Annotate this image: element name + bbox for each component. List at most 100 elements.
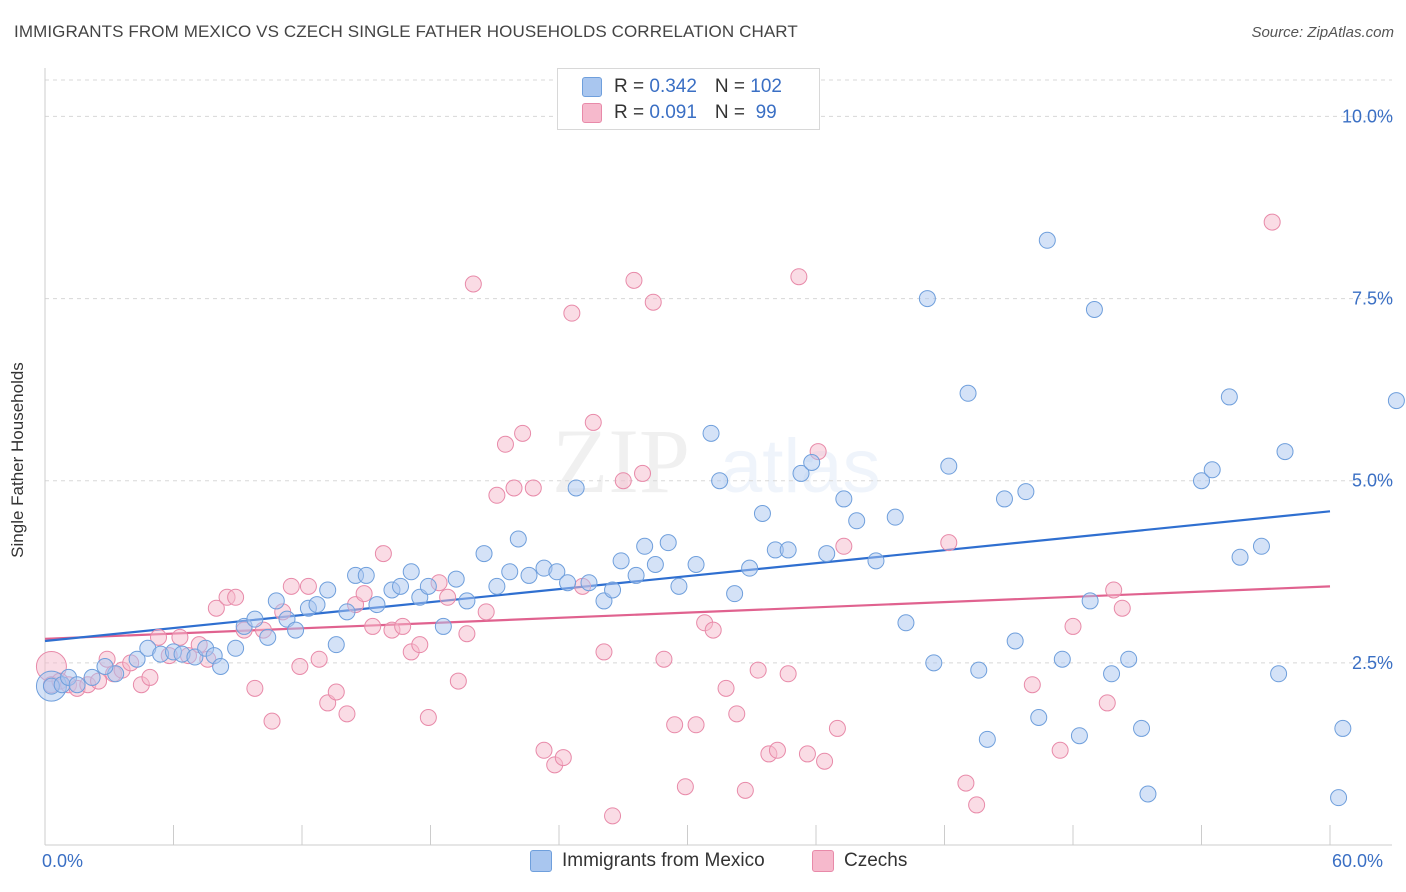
mexico-point	[1139, 785, 1157, 803]
x-tick-label-max: 60.0%	[1332, 851, 1384, 871]
y-tick-label: 5.0%	[1352, 471, 1393, 491]
mexico-point	[753, 505, 771, 522]
mexico-point	[402, 563, 420, 581]
czech-point	[496, 435, 514, 453]
czech-point	[1105, 581, 1123, 599]
czech-point	[728, 705, 746, 723]
r-value: 0.091	[649, 102, 697, 123]
czech-point	[141, 668, 159, 686]
blue-swatch	[530, 850, 552, 872]
czech-point	[439, 588, 457, 606]
r-label: R =	[614, 102, 650, 123]
czech-point	[634, 464, 652, 482]
czech-point	[419, 709, 437, 726]
mexico-point	[338, 603, 356, 621]
czech-point	[207, 599, 225, 617]
y-tick-labels: 2.5% 5.0% 7.5% 10.0%	[1342, 106, 1393, 672]
czech-point	[477, 603, 495, 621]
czech-point	[449, 672, 467, 690]
mexico-point	[959, 384, 977, 402]
mexico-point	[1276, 443, 1294, 461]
mexico-point	[1387, 392, 1405, 410]
r-label: R =	[614, 76, 650, 97]
mexico-point	[68, 676, 86, 694]
mexico-point	[548, 563, 566, 581]
mexico-point	[212, 658, 230, 675]
mexico-point	[995, 490, 1013, 508]
mexico-point	[1120, 650, 1138, 668]
mexico-point	[1081, 592, 1099, 610]
mexico-point	[368, 596, 386, 614]
mexico-point	[741, 559, 759, 577]
mexico-point	[636, 537, 654, 555]
czech-point	[327, 683, 345, 701]
mexico-point	[779, 541, 797, 559]
czech-point	[790, 268, 808, 286]
czech-point	[355, 585, 373, 603]
czech-point	[1263, 213, 1281, 231]
n-value: 102	[750, 76, 782, 97]
mexico-point	[319, 581, 337, 599]
points-immigrants-from-mexico	[35, 231, 1405, 807]
czech-point	[704, 621, 722, 639]
mexico-point	[488, 577, 506, 595]
czech-point	[940, 534, 958, 552]
czech-point	[394, 617, 412, 635]
czech-point	[291, 658, 309, 675]
czech-point	[655, 650, 673, 668]
mexico-point	[687, 556, 705, 573]
mexico-point	[867, 552, 885, 570]
mexico-point	[646, 556, 664, 573]
czech-point	[458, 625, 476, 643]
czech-point	[798, 745, 816, 763]
mexico-point	[419, 577, 437, 595]
czech-point	[957, 774, 975, 792]
mexico-point	[392, 577, 410, 595]
czech-point	[749, 661, 767, 679]
mexico-point	[659, 534, 677, 552]
czech-point	[1113, 599, 1131, 617]
czech-point	[464, 275, 482, 293]
n-label: N =	[714, 76, 751, 97]
pink-swatch	[582, 103, 602, 123]
mexico-point	[604, 581, 622, 599]
chart-title: IMMIGRANTS FROM MEXICO VS CZECH SINGLE F…	[14, 22, 798, 41]
czech-point	[514, 424, 532, 442]
mexico-point	[1085, 301, 1103, 318]
mexico-point	[1270, 665, 1288, 683]
czech-point	[828, 719, 846, 737]
czech-point	[310, 650, 328, 668]
czech-point	[1098, 694, 1116, 712]
czech-point	[779, 665, 797, 683]
mexico-point	[259, 628, 277, 646]
czech-point	[374, 545, 392, 563]
mexico-point	[848, 512, 866, 530]
czech-point	[554, 749, 572, 767]
czech-point	[1023, 676, 1041, 694]
mexico-point	[835, 490, 853, 508]
czech-point	[666, 716, 684, 734]
czech-point	[411, 636, 429, 654]
czech-point	[364, 617, 382, 635]
blue-swatch	[582, 77, 602, 97]
legend-item-mexico: Immigrants from Mexico	[530, 850, 765, 872]
mexico-point	[434, 617, 452, 635]
mexico-point	[711, 472, 729, 490]
x-tick-label-min: 0.0%	[42, 851, 84, 871]
gridlines	[45, 79, 1392, 664]
mexico-point	[627, 566, 645, 584]
czech-point	[338, 705, 356, 723]
mexico-point	[1193, 472, 1210, 490]
czech-point	[227, 588, 245, 606]
czech-point	[488, 486, 506, 504]
mexico-point	[886, 508, 904, 526]
czech-point	[1051, 741, 1069, 759]
n-value: 99	[750, 102, 777, 123]
mexico-point	[1330, 789, 1348, 807]
mexico-point	[267, 592, 285, 610]
mexico-point	[818, 545, 836, 563]
czech-point	[816, 752, 834, 770]
czech-point	[246, 679, 264, 697]
r-value: 0.342	[649, 76, 697, 97]
